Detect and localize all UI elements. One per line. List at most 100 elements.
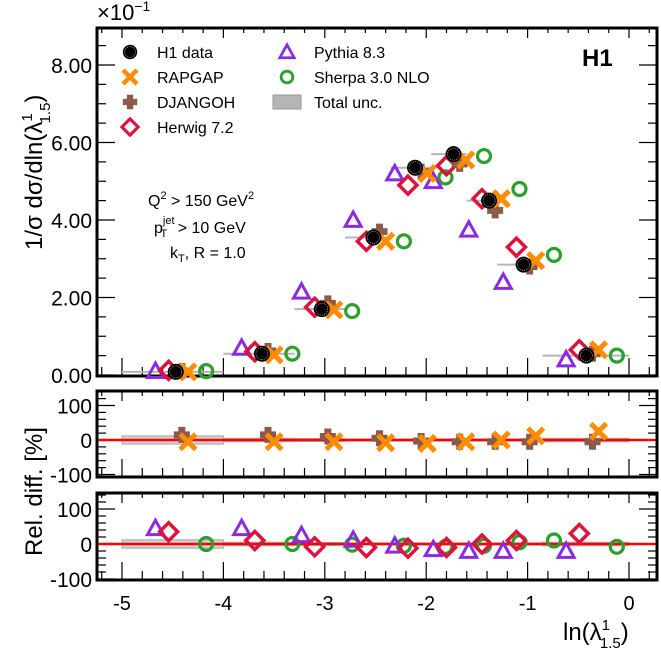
legend-sherpa-3-0-nlo-icon [279, 69, 295, 85]
rapgap-point [456, 150, 476, 170]
herwig-7-2-ratio-point [243, 529, 267, 552]
pythia-8-3-point [555, 348, 577, 368]
x-tick-label: -4 [215, 593, 233, 615]
legend-djangoh-icon [122, 94, 138, 110]
herwig-7-2-point [504, 235, 528, 259]
sherpa-3-0-nlo-point [545, 246, 563, 263]
x-tick-label: -3 [316, 593, 334, 615]
rapgap-point [417, 163, 437, 184]
rapgap-ratio-point [376, 433, 396, 453]
y-tick-label-main: 6.00 [51, 133, 92, 156]
herwig-7-2-ratio-point [157, 520, 181, 544]
y-tick-label-ratio: -100 [50, 569, 92, 592]
y-axis-label-ratio: Rel. diff. [%] [21, 427, 48, 556]
legend-total-unc--label: Total unc. [314, 95, 382, 112]
x-axis-label: ln(λ1 1.5) [563, 617, 629, 652]
herwig-7-2-ratio-point [567, 522, 591, 545]
h1-data-point-ring [315, 302, 329, 316]
pythia-8-3-point [492, 270, 514, 290]
rapgap-ratio-point [264, 432, 284, 452]
legend-pythia-8-3-icon [277, 42, 297, 60]
rapgap-point [324, 300, 344, 320]
h1-data-point-ring [447, 147, 460, 161]
x-tick-label: 0 [623, 593, 634, 615]
rapgap-ratio-point [491, 430, 511, 450]
sherpa-3-0-nlo-ratio-point [284, 535, 301, 553]
y-tick-label-ratio: 0 [80, 430, 92, 453]
pythia-8-3-point [458, 218, 480, 238]
y-tick-label-ratio: -100 [50, 465, 92, 488]
h1-data-point [481, 192, 498, 209]
sherpa-3-0-nlo-point [395, 233, 412, 250]
legend-h1-data: H1 data [122, 44, 213, 62]
h1-data-point [515, 256, 532, 273]
pythia-8-3-point [342, 208, 364, 228]
rapgap-ratio-point [324, 432, 344, 452]
pythia-8-3-point [384, 162, 406, 182]
y-tick-label-main: 0.00 [51, 365, 92, 388]
pythia-8-3-ratio-point [290, 524, 313, 544]
y-tick-label-main: 8.00 [51, 55, 92, 78]
rapgap-point [178, 362, 198, 382]
x-tick-label: -2 [417, 593, 435, 615]
pythia-8-3-ratio-point [555, 539, 577, 559]
legend-herwig-7-2-icon [119, 116, 141, 138]
herwig-7-2-ratio-point [396, 536, 420, 560]
uncertainty-bands [121, 153, 630, 549]
legend-pythia-8-3-label: Pythia 8.3 [314, 45, 385, 62]
legend: H1 data RAPGAP DJANGOH Herwig 7.2 Pythia 8.3… [119, 42, 430, 138]
rapgap-ratio-point [456, 432, 476, 452]
h1-data-point-ring [367, 231, 380, 244]
annotation-q2: Q2 > 150 GeV2 [148, 190, 254, 210]
h1-data-point [445, 146, 462, 163]
rapgap-ratio-point [417, 433, 437, 453]
rapgap-point [376, 231, 396, 251]
y-tick-label-ratio: 0 [80, 534, 92, 557]
scale-factor-label: ×10−1 [97, 0, 151, 25]
sherpa-3-0-nlo-point [198, 363, 215, 380]
legend-pythia-8-3: Pythia 8.3 [277, 42, 385, 62]
pythia-8-3-ratio-point [144, 517, 167, 537]
h1-data-point-ring [255, 347, 269, 360]
h1-data-point [578, 347, 595, 364]
y-tick-label-main: 2.00 [51, 288, 92, 311]
y-tick-label-main: 4.00 [51, 210, 92, 233]
legend-sherpa-3-0-nlo: Sherpa 3.0 NLO [279, 69, 430, 87]
rapgap-point [491, 189, 511, 209]
rapgap-ratio-point [526, 426, 546, 446]
legend-h1-data-icon [122, 44, 138, 60]
herwig-7-2-point [396, 173, 420, 197]
sherpa-3-0-nlo-point [511, 180, 528, 198]
pythia-8-3-point [290, 280, 313, 300]
pythia-8-3-ratio-point [384, 534, 406, 554]
legend-rapgap-icon [121, 68, 139, 86]
rapgap-point [589, 340, 609, 360]
pythia-8-3-point [231, 336, 253, 356]
sherpa-3-0-nlo-point [437, 169, 454, 186]
h1-data-point [365, 229, 382, 246]
tick-labels: -5 -4 -3 -2 -1 0 0.00 2.00 4.00 6.00 8.00 -100 0 100 -… [50, 55, 635, 615]
legend-herwig-7-2-label: Herwig 7.2 [157, 120, 234, 137]
data-marks [144, 146, 625, 560]
x-tick-label: -1 [519, 593, 537, 615]
pythia-8-3-point [422, 170, 444, 190]
rapgap-point [264, 345, 284, 365]
rapgap-ratio-point [589, 421, 609, 441]
y-axis-label-main: 1/σ dσ/dln(λ11.5) [19, 95, 54, 250]
legend-h1-data-label: H1 data [157, 45, 213, 62]
legend-rapgap: RAPGAP [121, 68, 224, 87]
pythia-8-3-ratio-point [492, 539, 514, 559]
y-tick-label-ratio: 100 [57, 499, 92, 522]
h1-data-point-ring [482, 194, 496, 207]
legend-djangoh-label: DJANGOH [157, 95, 235, 112]
legend-sherpa-3-0-nlo-label: Sherpa 3.0 NLO [314, 70, 430, 87]
h1-data-point [407, 159, 424, 176]
herwig-7-2-ratio-point [504, 529, 528, 552]
annotation-pt: pjet T > 10 GeV [154, 215, 246, 240]
herwig-7-2-ratio-point [354, 536, 378, 559]
herwig-7-2-ratio-point [303, 535, 327, 559]
ratio-panel-1-frame [95, 389, 659, 479]
x-tick-label: -5 [113, 593, 131, 615]
sherpa-3-0-nlo-point [344, 302, 361, 320]
